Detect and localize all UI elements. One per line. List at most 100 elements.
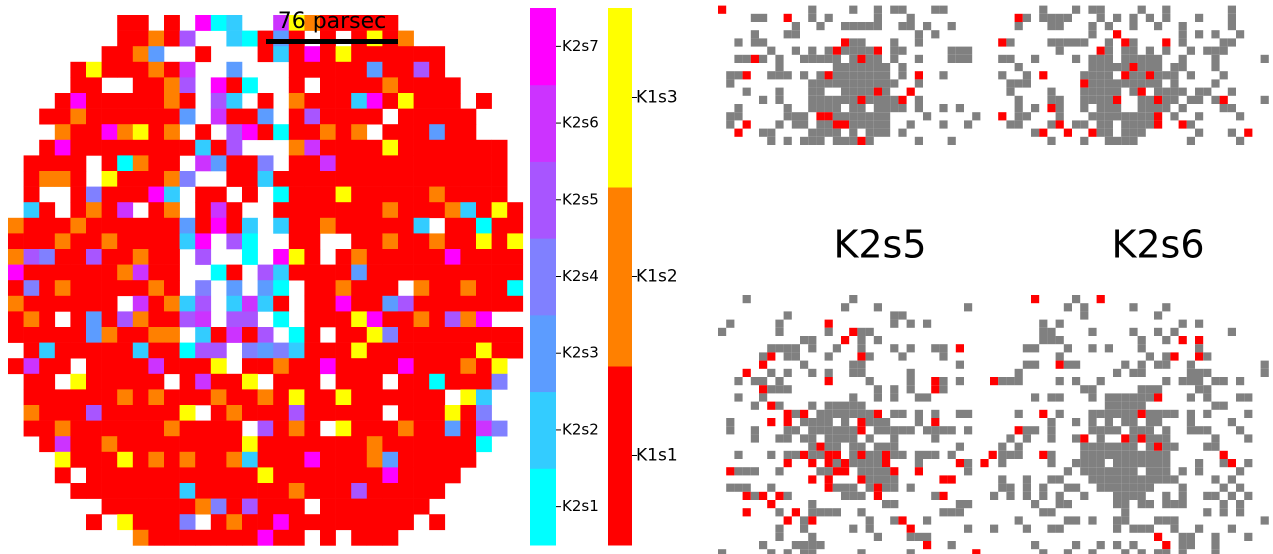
pixel bbox=[429, 249, 446, 265]
pixel bbox=[273, 15, 290, 31]
pixel bbox=[1154, 475, 1163, 484]
pixel bbox=[1186, 377, 1195, 386]
pixel bbox=[476, 327, 492, 343]
pixel bbox=[1104, 22, 1113, 31]
pixel bbox=[39, 405, 56, 421]
pixel bbox=[429, 124, 446, 141]
pixel bbox=[39, 311, 56, 328]
pixel bbox=[783, 30, 792, 39]
pixel bbox=[742, 54, 751, 63]
pixel bbox=[413, 217, 430, 234]
pixel bbox=[8, 311, 24, 328]
pixel bbox=[873, 303, 882, 312]
pixel bbox=[54, 467, 71, 484]
pixel bbox=[242, 30, 258, 47]
pixel bbox=[23, 186, 40, 203]
pixel bbox=[808, 418, 817, 427]
pixel bbox=[1227, 87, 1236, 96]
pixel bbox=[320, 202, 336, 219]
pixel bbox=[257, 358, 274, 375]
pixel bbox=[1113, 524, 1122, 533]
pixel bbox=[849, 38, 858, 47]
pixel bbox=[742, 491, 751, 500]
pixel bbox=[101, 373, 118, 390]
pixel bbox=[1104, 409, 1113, 418]
pixel bbox=[1154, 549, 1163, 554]
pixel bbox=[1195, 524, 1204, 533]
pixel bbox=[429, 405, 446, 421]
colorbar-label: K1s3 bbox=[636, 88, 678, 108]
pixel bbox=[1096, 450, 1105, 459]
pixel bbox=[857, 104, 866, 113]
pixel bbox=[849, 112, 858, 121]
pixel bbox=[791, 450, 800, 459]
pixel bbox=[1227, 327, 1236, 336]
pixel bbox=[947, 541, 956, 550]
pixel bbox=[195, 124, 212, 141]
pixel bbox=[1031, 500, 1040, 509]
pixel bbox=[865, 136, 874, 145]
pixel bbox=[1080, 71, 1089, 80]
pixel bbox=[195, 420, 212, 437]
pixel bbox=[1162, 303, 1171, 312]
pixel bbox=[1088, 450, 1097, 459]
pixel bbox=[1088, 71, 1097, 80]
pixel bbox=[873, 336, 882, 345]
pixel bbox=[1104, 63, 1113, 72]
pixel bbox=[1113, 63, 1122, 72]
pixel bbox=[824, 46, 833, 55]
pixel bbox=[1063, 549, 1072, 554]
pixel bbox=[101, 358, 118, 375]
pixel bbox=[164, 436, 180, 453]
pixel bbox=[195, 436, 212, 453]
pixel bbox=[1154, 22, 1163, 31]
pixel bbox=[1080, 38, 1089, 47]
pixel bbox=[179, 61, 196, 78]
pixel bbox=[849, 128, 858, 137]
panel-map bbox=[718, 295, 997, 554]
pixel bbox=[101, 233, 118, 250]
pixel bbox=[335, 15, 352, 31]
colorbar-segment bbox=[530, 8, 556, 86]
pixel bbox=[1006, 377, 1015, 386]
pixel bbox=[351, 108, 368, 125]
pixel bbox=[335, 202, 352, 219]
pixel bbox=[939, 120, 948, 129]
pixel bbox=[1170, 112, 1179, 121]
pixel bbox=[1129, 128, 1138, 137]
pixel bbox=[148, 186, 165, 203]
pixel bbox=[288, 514, 305, 531]
pixel bbox=[914, 393, 923, 402]
pixel bbox=[86, 467, 102, 484]
pixel bbox=[366, 327, 383, 343]
pixel bbox=[1154, 467, 1163, 476]
pixel bbox=[1096, 104, 1105, 113]
pixel bbox=[273, 436, 290, 453]
pixel bbox=[1145, 104, 1154, 113]
pixel bbox=[429, 467, 446, 484]
pixel bbox=[1129, 303, 1138, 312]
pixel bbox=[1186, 532, 1195, 541]
pixel bbox=[132, 311, 149, 328]
pixel bbox=[39, 436, 56, 453]
pixel bbox=[398, 124, 414, 141]
pixel bbox=[304, 93, 321, 109]
pixel bbox=[86, 280, 102, 297]
pixel bbox=[906, 368, 915, 377]
pixel bbox=[491, 217, 508, 234]
pixel bbox=[429, 233, 446, 250]
pixel bbox=[54, 139, 71, 156]
pixel bbox=[398, 514, 414, 531]
pixel bbox=[54, 264, 71, 281]
pixel bbox=[320, 46, 336, 63]
pixel bbox=[1047, 459, 1056, 468]
pixel bbox=[767, 450, 776, 459]
pixel bbox=[70, 186, 87, 203]
pixel bbox=[382, 514, 399, 531]
pixel bbox=[351, 171, 368, 187]
pixel bbox=[507, 264, 524, 281]
pixel bbox=[1055, 13, 1064, 22]
pixel bbox=[70, 108, 87, 125]
pixel bbox=[288, 373, 305, 390]
pixel bbox=[964, 467, 973, 476]
